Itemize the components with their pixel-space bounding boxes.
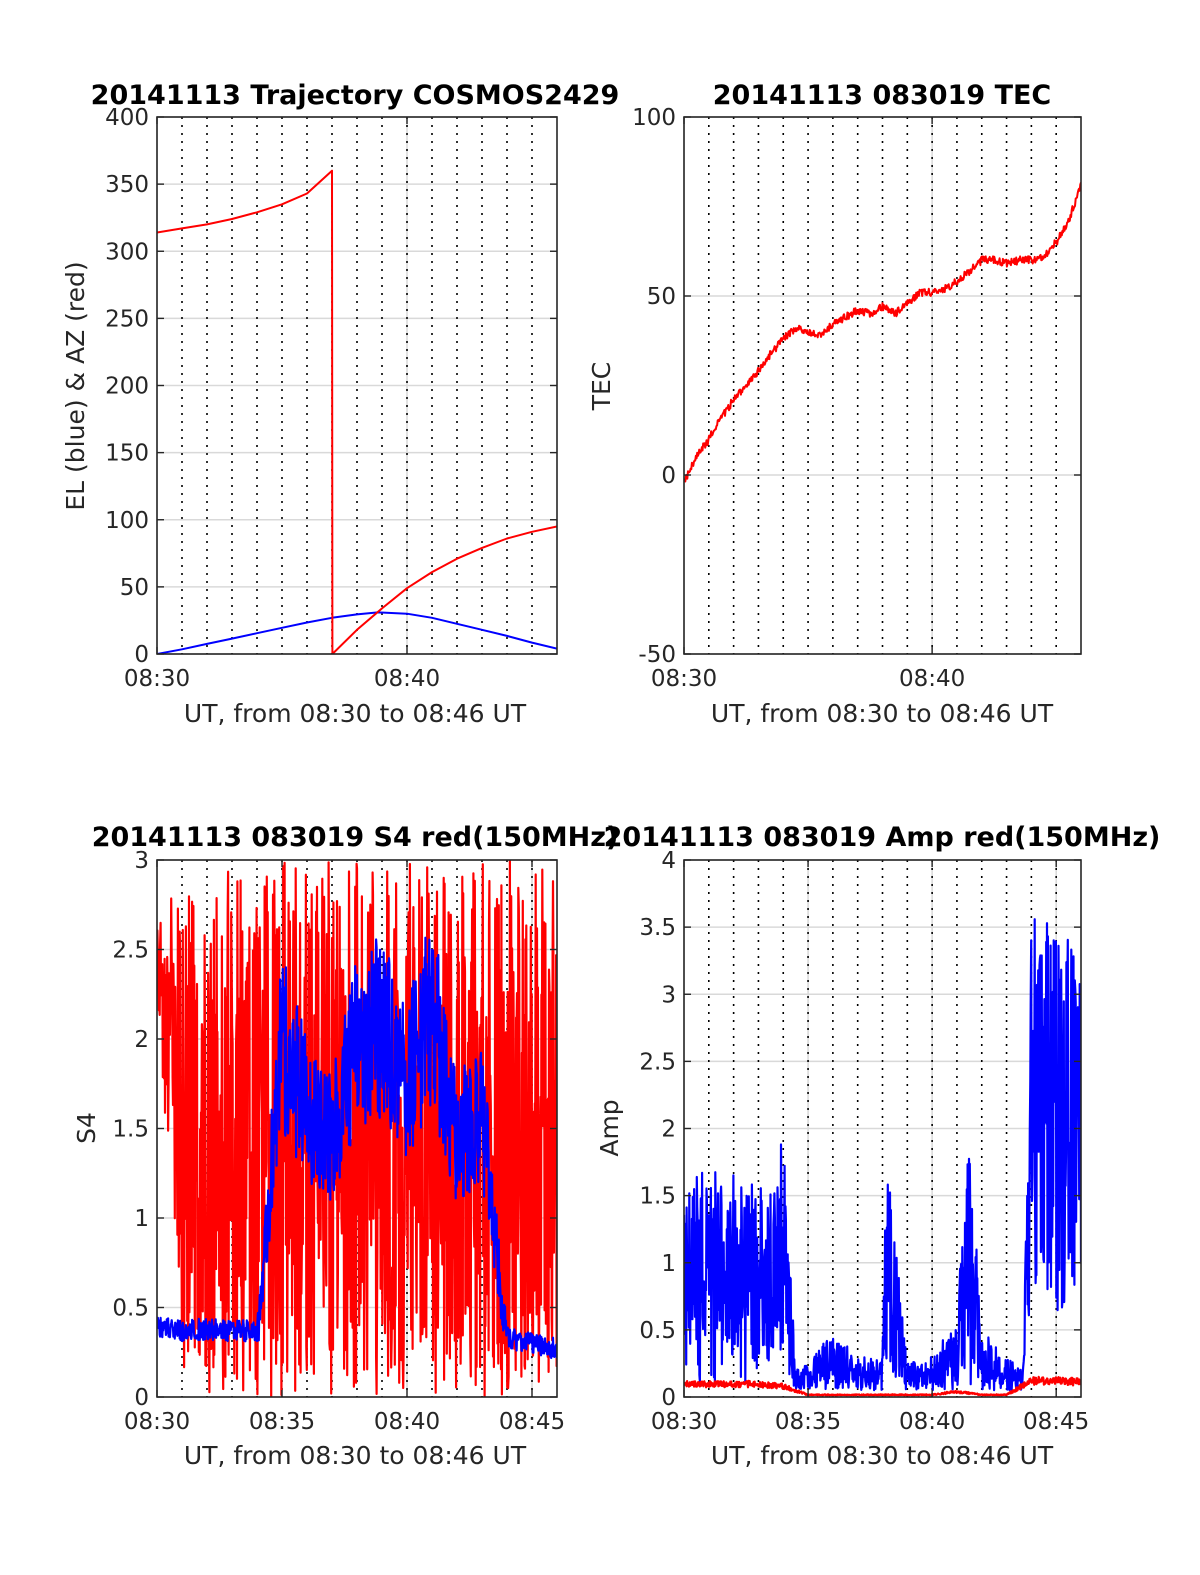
s4-xtick-label: 08:35 — [249, 1409, 315, 1435]
tec-xtick-label: 08:30 — [651, 666, 717, 692]
amp-series-red — [684, 1375, 1081, 1397]
tec-series-red — [684, 182, 1081, 483]
tec-series-area — [684, 182, 1081, 483]
amp-xtick-label: 08:30 — [651, 1409, 717, 1435]
tec-axes-box — [683, 116, 1082, 655]
tec-title: 20141113 083019 TEC — [713, 80, 1052, 111]
s4-xlabel: UT, from 08:30 to 08:46 UT — [184, 1441, 527, 1470]
amp-title: 20141113 083019 Amp red(150MHz) — [604, 822, 1161, 853]
tec-ylabel: TEC — [587, 362, 616, 412]
trajectory-ytick-label: 250 — [105, 306, 149, 332]
s4-title: 20141113 083019 S4 red(150MHz) — [92, 822, 619, 853]
trajectory-series-red — [157, 169, 557, 654]
amp-ytick-label: 4 — [661, 848, 676, 874]
s4-ylabel: S4 — [72, 1112, 101, 1144]
amp-series-blue — [684, 918, 1081, 1392]
tec-ytick-label: 50 — [647, 284, 676, 310]
amp-ytick-label: 0.5 — [639, 1318, 676, 1344]
s4-xtick-label: 08:30 — [124, 1409, 190, 1435]
trajectory-ytick-label: 200 — [105, 374, 149, 400]
tec-xtick-label: 08:40 — [899, 666, 965, 692]
s4-ytick-label: 2 — [134, 1027, 149, 1053]
amp-xtick-label: 08:40 — [899, 1409, 965, 1435]
amp-ytick-label: 3.5 — [639, 915, 676, 941]
s4-xtick-label: 08:40 — [374, 1409, 440, 1435]
trajectory-ylabel: EL (blue) & AZ (red) — [61, 261, 90, 510]
s4-ytick-label: 0.5 — [112, 1296, 149, 1322]
tec-ytick-label: 100 — [632, 105, 676, 131]
trajectory-ytick-label: 100 — [105, 508, 149, 534]
tec-plot: 20141113 083019 TEC UT, from 08:30 to 08… — [587, 80, 1082, 728]
amp-ytick-label: 1 — [661, 1251, 676, 1277]
tec-ytick-label: -50 — [638, 642, 676, 668]
trajectory-ytick-label: 400 — [105, 105, 149, 131]
amp-xtick-label: 08:35 — [775, 1409, 841, 1435]
trajectory-plot: 20141113 Trajectory COSMOS2429 UT, from … — [61, 80, 619, 728]
s4-plot: 20141113 083019 S4 red(150MHz) UT, from … — [72, 822, 618, 1470]
amp-ytick-label: 2.5 — [639, 1049, 676, 1075]
trajectory-series-blue — [157, 611, 557, 654]
trajectory-ytick-label: 300 — [105, 239, 149, 265]
trajectory-ytick-label: 50 — [120, 575, 149, 601]
trajectory-title: 20141113 Trajectory COSMOS2429 — [91, 80, 620, 111]
amp-ytick-label: 3 — [661, 982, 676, 1008]
trajectory-ytick-label: 350 — [105, 172, 149, 198]
s4-ytick-label: 1.5 — [112, 1117, 149, 1143]
s4-series-red — [157, 860, 557, 1397]
s4-series-blue — [157, 936, 557, 1360]
amp-series-area — [684, 918, 1081, 1397]
s4-ytick-label: 0 — [134, 1385, 149, 1411]
s4-ytick-label: 3 — [134, 848, 149, 874]
trajectory-ytick-label: 150 — [105, 441, 149, 467]
tec-xlabel: UT, from 08:30 to 08:46 UT — [711, 699, 1054, 728]
amp-ylabel: Amp — [595, 1099, 624, 1156]
trajectory-ytick-label: 0 — [134, 642, 149, 668]
trajectory-series-area — [157, 169, 557, 654]
tec-ytick-label: 0 — [661, 463, 676, 489]
s4-xtick-label: 08:45 — [499, 1409, 565, 1435]
s4-ytick-label: 2.5 — [112, 938, 149, 964]
amp-ytick-label: 0 — [661, 1385, 676, 1411]
trajectory-xtick-label: 08:40 — [374, 666, 440, 692]
trajectory-xtick-label: 08:30 — [124, 666, 190, 692]
amp-ytick-label: 2 — [661, 1117, 676, 1143]
amp-plot: 20141113 083019 Amp red(150MHz) UT, from… — [595, 822, 1160, 1470]
amp-xlabel: UT, from 08:30 to 08:46 UT — [711, 1441, 1054, 1470]
amp-xtick-label: 08:45 — [1023, 1409, 1089, 1435]
s4-series-area — [157, 860, 557, 1397]
trajectory-xlabel: UT, from 08:30 to 08:46 UT — [184, 699, 527, 728]
amp-ytick-label: 1.5 — [639, 1184, 676, 1210]
s4-ytick-label: 1 — [134, 1206, 149, 1232]
